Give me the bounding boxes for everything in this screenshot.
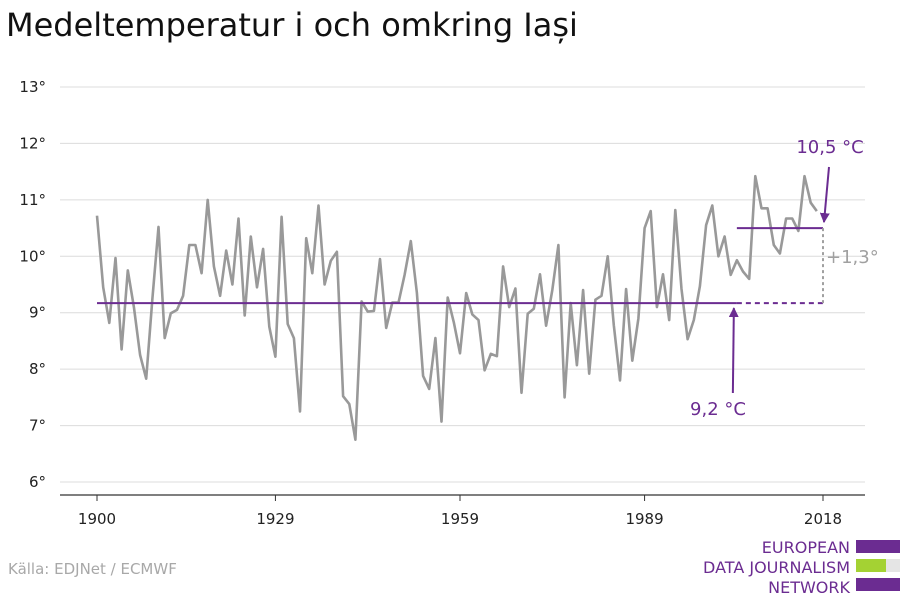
- gridlines: [60, 86, 865, 483]
- x-axis: 1900 1929 1959 1989 2018: [60, 494, 865, 528]
- start-average-arrow: [728, 307, 739, 394]
- y-tick-label-11: 11°: [19, 191, 46, 209]
- annotations: 10,5 °C 9,2 °C +1,3°: [690, 137, 879, 420]
- logo-bar-purple-bottom: [856, 578, 900, 591]
- edjnet-logo: EUROPEAN DATA JOURNALISM NETWORK: [690, 538, 900, 600]
- chart-title: Medeltemperatur i och omkring Iași: [6, 6, 578, 44]
- y-tick-label-6: 6°: [29, 473, 46, 491]
- end-average-arrow: [819, 166, 830, 224]
- end-average-label: 10,5 °C: [796, 137, 863, 158]
- line-chart: 6° 7° 8° 9° 10° 11° 12° 13° 1900 1929 1959 1989 201…: [19, 78, 879, 528]
- x-tick-label-1900: 1900: [78, 510, 116, 528]
- difference-label: +1,3°: [826, 247, 879, 268]
- reference-lines: [97, 166, 830, 394]
- y-axis-ticks: 6° 7° 8° 9° 10° 11° 12° 13°: [19, 78, 46, 491]
- y-tick-label-9: 9°: [29, 304, 46, 322]
- logo-bar-purple-top: [856, 540, 900, 553]
- x-tick-label-1929: 1929: [256, 510, 294, 528]
- y-tick-label-12: 12°: [19, 134, 46, 152]
- x-tick-label-1989: 1989: [625, 510, 663, 528]
- start-average-label: 9,2 °C: [690, 399, 746, 420]
- source-note: Källa: EDJNet / ECMWF: [8, 560, 177, 578]
- y-tick-label-7: 7°: [29, 417, 46, 435]
- y-tick-label-10: 10°: [19, 247, 46, 265]
- logo-line-2: DATA JOURNALISM: [703, 558, 850, 577]
- x-tick-label-2018: 2018: [804, 510, 842, 528]
- y-tick-label-8: 8°: [29, 360, 46, 378]
- logo-bar-green: [856, 559, 886, 572]
- y-tick-label-13: 13°: [19, 78, 46, 96]
- logo-line-1: EUROPEAN: [761, 538, 850, 557]
- x-tick-label-1959: 1959: [441, 510, 479, 528]
- logo-line-3: NETWORK: [768, 578, 850, 597]
